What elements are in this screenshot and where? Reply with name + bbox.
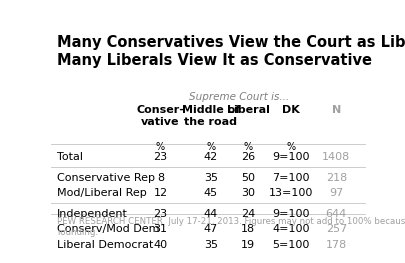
Text: Independent: Independent xyxy=(57,209,128,219)
Text: %: % xyxy=(156,142,165,152)
Text: 35: 35 xyxy=(204,173,218,183)
Text: Middle of
the road: Middle of the road xyxy=(181,105,240,127)
Text: Conserv/Mod Dem: Conserv/Mod Dem xyxy=(57,224,160,234)
Text: 13=100: 13=100 xyxy=(269,188,313,198)
Text: 4=100: 4=100 xyxy=(272,224,309,234)
Text: 23: 23 xyxy=(153,209,168,219)
Text: %: % xyxy=(206,142,215,152)
Text: 9=100: 9=100 xyxy=(272,209,309,219)
Text: Mod/Liberal Rep: Mod/Liberal Rep xyxy=(57,188,147,198)
Text: %: % xyxy=(244,142,253,152)
Text: 44: 44 xyxy=(204,209,218,219)
Text: 18: 18 xyxy=(241,224,256,234)
Text: 9=100: 9=100 xyxy=(272,152,309,162)
Text: 644: 644 xyxy=(326,209,347,219)
Text: Liberal: Liberal xyxy=(227,105,270,115)
Text: N: N xyxy=(332,105,341,115)
Text: 23: 23 xyxy=(153,152,168,162)
Text: 42: 42 xyxy=(204,152,218,162)
Text: 12: 12 xyxy=(153,188,168,198)
Text: 47: 47 xyxy=(204,224,218,234)
Text: 257: 257 xyxy=(326,224,347,234)
Text: 31: 31 xyxy=(153,224,168,234)
Text: 45: 45 xyxy=(204,188,218,198)
Text: Conservative Rep: Conservative Rep xyxy=(57,173,155,183)
Text: 178: 178 xyxy=(326,240,347,250)
Text: 30: 30 xyxy=(241,188,256,198)
Text: 97: 97 xyxy=(329,188,343,198)
Text: 1408: 1408 xyxy=(322,152,350,162)
Text: Conser-
vative: Conser- vative xyxy=(136,105,184,127)
Text: 218: 218 xyxy=(326,173,347,183)
Text: 7=100: 7=100 xyxy=(272,173,309,183)
Text: 40: 40 xyxy=(153,240,168,250)
Text: Many Conservatives View the Court as Liberal;
Many Liberals View It as Conservat: Many Conservatives View the Court as Lib… xyxy=(57,35,405,68)
Text: Liberal Democrat: Liberal Democrat xyxy=(57,240,153,250)
Text: 19: 19 xyxy=(241,240,256,250)
Text: DK: DK xyxy=(282,105,300,115)
Text: Supreme Court is...: Supreme Court is... xyxy=(189,92,289,102)
Text: 5=100: 5=100 xyxy=(272,240,309,250)
Text: Total: Total xyxy=(57,152,83,162)
Text: 50: 50 xyxy=(241,173,256,183)
Text: 24: 24 xyxy=(241,209,256,219)
Text: 35: 35 xyxy=(204,240,218,250)
Text: 8: 8 xyxy=(157,173,164,183)
Text: 26: 26 xyxy=(241,152,256,162)
Text: %: % xyxy=(286,142,295,152)
Text: PEW RESEARCH CENTER  July 17-21, 2013. Figures may not add to 100% because of
ro: PEW RESEARCH CENTER July 17-21, 2013. Fi… xyxy=(57,217,405,237)
